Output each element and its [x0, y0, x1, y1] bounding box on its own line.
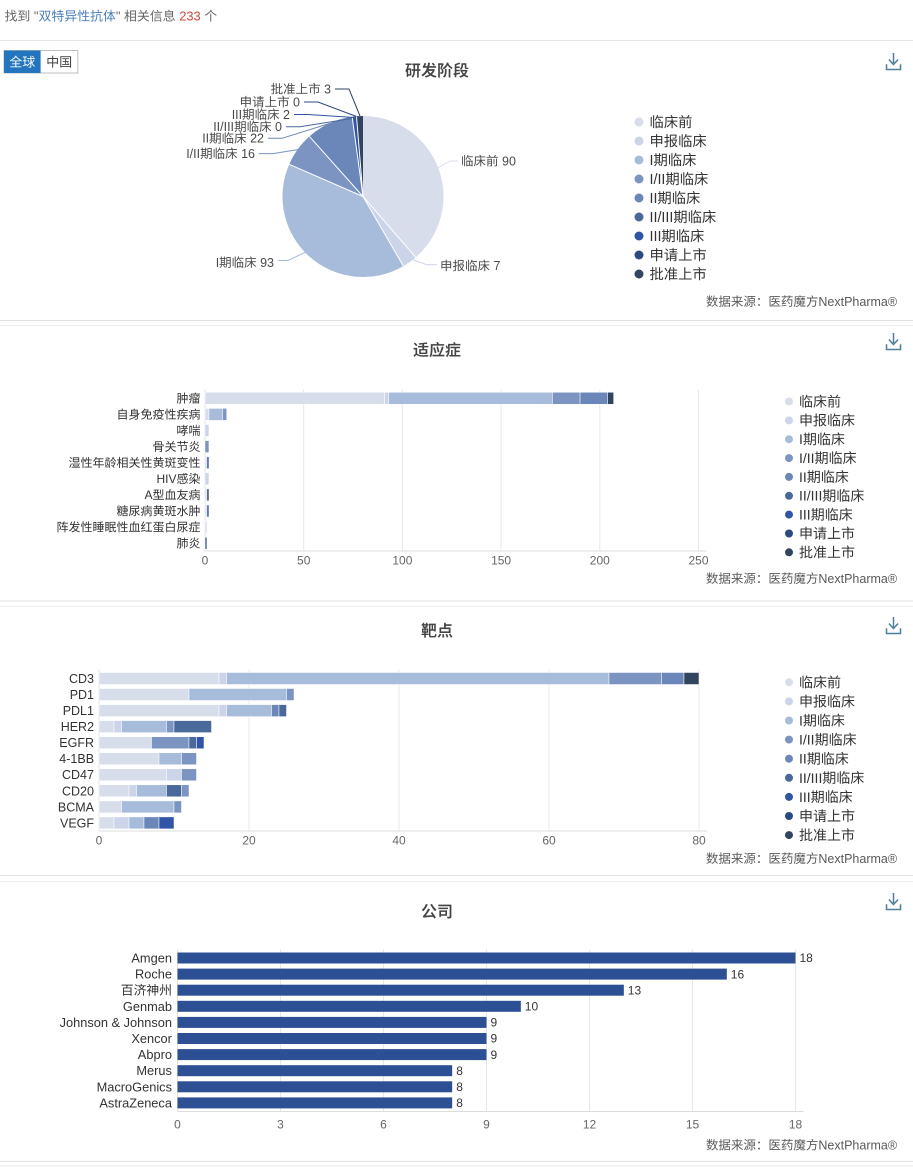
svg-text:I: I — [799, 713, 803, 729]
svg-text:50: 50 — [297, 554, 311, 568]
svg-text:III: III — [650, 229, 662, 245]
svg-text:0: 0 — [202, 554, 209, 568]
svg-text:AstraZeneca: AstraZeneca — [99, 1095, 172, 1110]
svg-text:250: 250 — [688, 554, 708, 568]
svg-text:III: III — [799, 789, 811, 805]
svg-text:II: II — [799, 469, 807, 485]
svg-text:8: 8 — [456, 1096, 463, 1110]
svg-text:Xencor: Xencor — [131, 1031, 172, 1046]
svg-text:0: 0 — [293, 95, 300, 109]
svg-text:16: 16 — [731, 967, 745, 981]
svg-text:III: III — [232, 108, 242, 122]
svg-text:9: 9 — [483, 1118, 490, 1132]
svg-text:CD47: CD47 — [62, 768, 94, 782]
svg-text:I: I — [799, 431, 803, 447]
svg-text:I/II: I/II — [186, 147, 200, 161]
svg-text:I: I — [650, 153, 654, 169]
svg-text:Abpro: Abpro — [138, 1047, 172, 1062]
svg-text:9: 9 — [491, 1032, 498, 1046]
svg-text:II/III: II/III — [799, 770, 822, 786]
svg-text:16: 16 — [241, 147, 255, 161]
svg-text:6: 6 — [380, 1118, 387, 1132]
svg-text:I: I — [216, 256, 219, 270]
svg-text:HER2: HER2 — [61, 720, 94, 734]
svg-text:BCMA: BCMA — [58, 800, 95, 814]
svg-text:200: 200 — [590, 554, 610, 568]
svg-text:Genmab: Genmab — [123, 999, 172, 1014]
svg-text:7: 7 — [494, 259, 501, 273]
svg-text:0: 0 — [96, 834, 103, 848]
svg-text:Merus: Merus — [136, 1063, 172, 1078]
svg-text:II/III: II/III — [213, 120, 234, 134]
svg-text:NextPharma®: NextPharma® — [818, 1138, 897, 1152]
svg-text:&: & — [112, 1015, 121, 1030]
svg-text:VEGF: VEGF — [60, 816, 94, 830]
svg-text:80: 80 — [692, 834, 706, 848]
svg-text:40: 40 — [392, 834, 406, 848]
svg-text:I/II: I/II — [799, 732, 815, 748]
svg-text:PD1: PD1 — [70, 688, 94, 702]
svg-text:": " — [34, 9, 39, 24]
svg-text:II/III: II/III — [799, 488, 822, 504]
svg-text:233: 233 — [179, 9, 201, 24]
svg-text:II: II — [202, 132, 209, 146]
svg-text:CD20: CD20 — [62, 784, 94, 798]
svg-text:Roche: Roche — [135, 967, 172, 982]
svg-text:": " — [116, 9, 121, 24]
svg-text:93: 93 — [260, 256, 274, 270]
svg-text:9: 9 — [491, 1048, 498, 1062]
svg-text:NextPharma®: NextPharma® — [818, 852, 897, 866]
svg-text:13: 13 — [628, 983, 642, 997]
svg-text:A: A — [145, 488, 153, 502]
svg-text:18: 18 — [789, 1118, 803, 1132]
svg-text:EGFR: EGFR — [59, 736, 94, 750]
svg-text:60: 60 — [542, 834, 556, 848]
svg-text:3: 3 — [324, 82, 331, 96]
svg-text:Johnson: Johnson — [60, 1015, 108, 1030]
svg-text:NextPharma®: NextPharma® — [818, 572, 897, 586]
svg-text:HIV: HIV — [157, 472, 177, 486]
svg-text:8: 8 — [456, 1064, 463, 1078]
svg-text:90: 90 — [502, 154, 516, 168]
svg-text:CD3: CD3 — [69, 672, 94, 686]
svg-text:0: 0 — [174, 1118, 181, 1132]
svg-text:15: 15 — [686, 1118, 700, 1132]
svg-text:Johnson: Johnson — [124, 1015, 172, 1030]
svg-text:III: III — [799, 507, 811, 523]
svg-text:10: 10 — [525, 1000, 539, 1014]
svg-text:3: 3 — [277, 1118, 284, 1132]
svg-text:4-1BB: 4-1BB — [59, 752, 94, 766]
svg-text:Amgen: Amgen — [131, 951, 172, 966]
svg-text:100: 100 — [392, 554, 412, 568]
svg-text:22: 22 — [250, 132, 264, 146]
svg-text:MacroGenics: MacroGenics — [97, 1079, 172, 1094]
svg-text:II: II — [650, 191, 658, 207]
svg-text:150: 150 — [491, 554, 511, 568]
svg-text:I/II: I/II — [650, 172, 666, 188]
svg-text:NextPharma®: NextPharma® — [818, 295, 897, 309]
svg-text:0: 0 — [275, 120, 282, 134]
svg-text:2: 2 — [283, 108, 290, 122]
svg-text:II/III: II/III — [650, 210, 674, 226]
svg-text:12: 12 — [583, 1118, 597, 1132]
svg-text:8: 8 — [456, 1080, 463, 1094]
svg-text:I/II: I/II — [799, 450, 815, 466]
svg-text:18: 18 — [800, 951, 814, 965]
svg-text:20: 20 — [242, 834, 256, 848]
svg-text:PDL1: PDL1 — [63, 704, 94, 718]
svg-text:9: 9 — [491, 1016, 498, 1030]
svg-text:II: II — [799, 751, 807, 767]
